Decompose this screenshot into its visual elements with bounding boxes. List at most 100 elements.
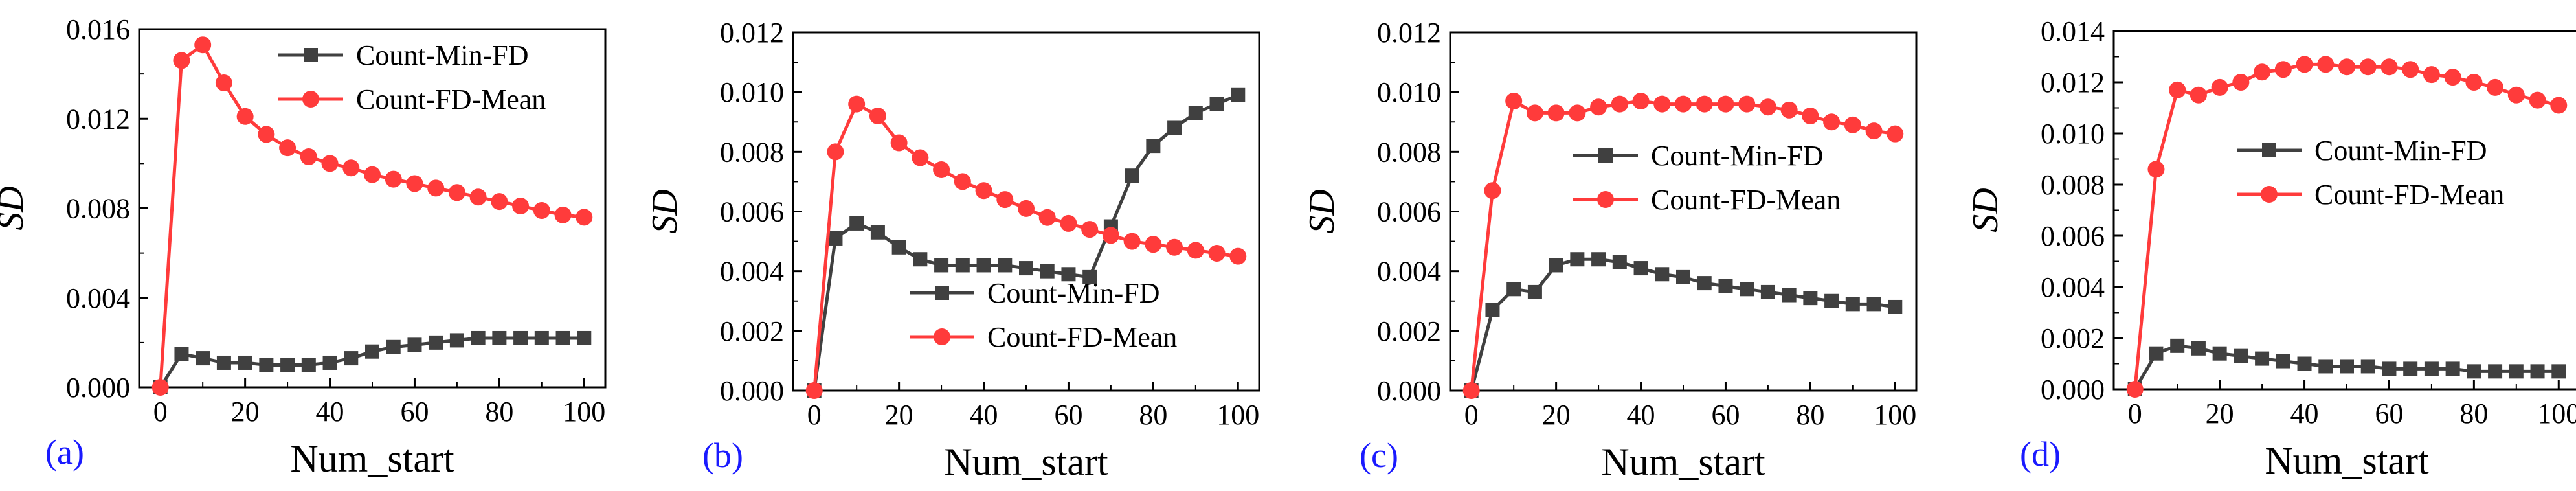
x-tick-label: 0 (807, 399, 822, 431)
data-point (2254, 63, 2271, 81)
y-tick-label: 0.000 (66, 372, 130, 404)
data-point (512, 198, 530, 215)
y-tick-label: 0.010 (720, 76, 784, 108)
data-point (1146, 139, 1161, 154)
y-tick-label: 0.008 (66, 193, 130, 225)
data-point (236, 108, 254, 125)
data-point (828, 231, 843, 246)
data-point (2234, 348, 2248, 363)
data-point (1611, 95, 1628, 113)
data-point (2403, 361, 2418, 376)
data-point (576, 209, 593, 226)
data-point (1823, 113, 1841, 131)
series-count-min-fd (2127, 338, 2566, 396)
x-axis-title: Num_start (2265, 439, 2429, 482)
x-tick-label: 20 (2206, 398, 2234, 429)
x-tick-label: 60 (1711, 399, 1740, 431)
data-point (1123, 233, 1141, 250)
data-point (2338, 58, 2355, 76)
chart-panel-3: 0 20 40 60 80 100 0.000 0.002 0.004 0.006 0.008 0.0… (1302, 17, 1918, 483)
data-point (2360, 359, 2375, 374)
data-point (1040, 264, 1055, 279)
x-tick-label: 40 (1627, 399, 1655, 431)
y-tick-label: 0.000 (720, 375, 784, 407)
data-point (1527, 284, 1542, 299)
data-point (554, 206, 572, 223)
y-tick-label: 0.000 (1377, 375, 1441, 407)
data-point (279, 139, 297, 157)
y-tick-label: 0.012 (66, 103, 130, 135)
data-point (2255, 351, 2270, 366)
y-tick-label: 0.002 (2041, 323, 2105, 354)
y-tick-label: 0.006 (1377, 196, 1441, 228)
data-point (429, 335, 443, 350)
data-point (1675, 95, 1692, 113)
y-tick-label: 0.006 (2041, 220, 2105, 252)
x-tick-label: 20 (231, 396, 260, 428)
data-point (1208, 245, 1226, 262)
x-tick-label: 0 (1464, 399, 1479, 431)
data-point (151, 379, 169, 396)
data-point (1888, 299, 1903, 314)
data-point (1653, 95, 1671, 113)
data-point (890, 134, 908, 152)
data-point (1102, 227, 1119, 244)
data-point (2170, 338, 2185, 353)
data-point (1655, 267, 1670, 282)
x-tick-label: 20 (1542, 399, 1571, 431)
y-tick-label: 0.010 (1377, 76, 1441, 108)
y-tick-label: 0.008 (720, 136, 784, 168)
series-count-fd-mean (1462, 92, 1904, 399)
legend-label: Count-Min-FD (1651, 140, 1823, 172)
legend-marker (934, 328, 950, 345)
x-tick-label: 60 (400, 396, 429, 428)
x-tick-label: 80 (2459, 398, 2488, 429)
y-tick-label: 0.004 (720, 256, 784, 288)
data-point (1038, 209, 1056, 226)
data-point (2551, 364, 2566, 379)
data-point (1188, 106, 1203, 120)
data-point (2423, 66, 2440, 84)
data-point (1569, 104, 1586, 122)
data-point (2169, 81, 2186, 98)
data-point (1740, 282, 1754, 297)
x-tick-label: 100 (2537, 398, 2576, 429)
data-point (2550, 97, 2568, 114)
series-count-fd-mean (151, 36, 593, 396)
data-point (1887, 125, 1904, 143)
data-point (2380, 58, 2398, 76)
x-tick-label: 40 (316, 396, 344, 428)
y-tick-label: 0.010 (2041, 118, 2105, 150)
data-point (2126, 381, 2144, 398)
legend: Count-Min-FD Count-FD-Mean (2237, 135, 2504, 211)
data-point (1782, 288, 1797, 303)
data-point (1018, 200, 1035, 217)
y-axis-title: SD (645, 189, 685, 233)
data-point (1484, 182, 1501, 200)
data-point (448, 184, 465, 201)
data-point (407, 337, 422, 352)
data-point (1019, 261, 1033, 276)
data-point (406, 175, 423, 192)
data-point (1060, 214, 1077, 232)
data-point (215, 74, 232, 91)
x-axis-title: Num_start (944, 440, 1108, 483)
y-axis-title: SD (1966, 188, 2006, 232)
y-tick-label: 0.006 (720, 196, 784, 228)
data-point (555, 330, 570, 345)
data-point (2232, 74, 2250, 91)
data-point (2190, 86, 2207, 104)
data-point (577, 330, 592, 345)
y-tick-label: 0.000 (2041, 374, 2105, 405)
data-point (1780, 101, 1798, 119)
data-point (280, 358, 295, 372)
data-point (533, 201, 550, 219)
data-point (1505, 92, 1523, 109)
data-point (1547, 104, 1565, 122)
data-point (1866, 297, 1881, 312)
data-point (534, 330, 549, 345)
y-tick-label: 0.008 (2041, 169, 2105, 201)
legend-marker (2262, 143, 2276, 157)
legend-marker (1598, 148, 1613, 163)
